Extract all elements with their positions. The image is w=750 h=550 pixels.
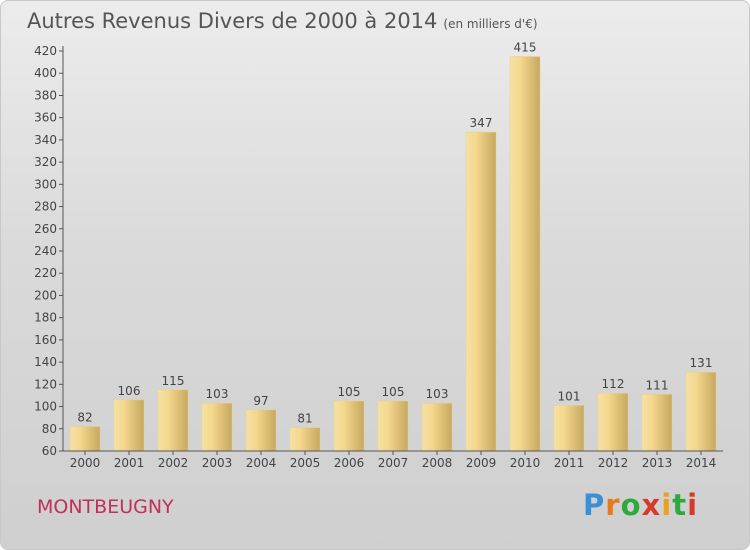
value-label-2009: 347 xyxy=(470,116,493,130)
value-label-2010: 415 xyxy=(514,41,537,55)
value-label-2007: 105 xyxy=(382,385,405,399)
value-label-2001: 106 xyxy=(118,384,141,398)
y-tick-label-340: 340 xyxy=(34,133,57,147)
value-label-2004: 97 xyxy=(253,394,268,408)
bar-2011 xyxy=(553,405,585,452)
y-tick-label-160: 160 xyxy=(34,333,57,347)
category-label-2013: 2013 xyxy=(642,456,673,470)
bar-2000 xyxy=(69,426,101,452)
category-label-2012: 2012 xyxy=(598,456,629,470)
y-tick-label-280: 280 xyxy=(34,200,57,214)
bar-2013 xyxy=(641,394,673,452)
y-tick-label-200: 200 xyxy=(34,288,57,302)
bar-2008 xyxy=(421,402,453,452)
value-label-2006: 105 xyxy=(338,385,361,399)
axes-group: 2000 2001 2002 2003 2004 2005 2006 2007 2008 2009… xyxy=(34,44,723,470)
bar-2006 xyxy=(333,400,365,452)
chart-title-text: Autres Revenus Divers de 2000 à 2014 xyxy=(27,9,438,33)
value-label-2008: 103 xyxy=(426,387,449,401)
bar-2009 xyxy=(465,131,497,452)
y-tick-label-380: 380 xyxy=(34,88,57,102)
value-label-2011: 101 xyxy=(558,389,581,403)
bar-2014 xyxy=(685,371,717,452)
y-tick-label-120: 120 xyxy=(34,377,57,391)
value-label-2005: 81 xyxy=(297,412,312,426)
value-label-2003: 103 xyxy=(206,387,229,401)
category-label-2003: 2003 xyxy=(202,456,233,470)
y-tick-label-180: 180 xyxy=(34,311,57,325)
proxiti-logo: Proxiti xyxy=(583,488,699,522)
category-label-2006: 2006 xyxy=(334,456,365,470)
bar-2002 xyxy=(157,389,189,452)
category-label-2011: 2011 xyxy=(554,456,585,470)
y-tick-label-240: 240 xyxy=(34,244,57,258)
value-label-2013: 111 xyxy=(646,378,669,392)
y-tick-label-260: 260 xyxy=(34,222,57,236)
category-label-2014: 2014 xyxy=(686,456,717,470)
value-label-2012: 112 xyxy=(602,377,625,391)
category-label-2002: 2002 xyxy=(158,456,189,470)
bar-2001 xyxy=(113,399,145,452)
category-label-2001: 2001 xyxy=(114,456,145,470)
category-label-2007: 2007 xyxy=(378,456,409,470)
value-label-2014: 131 xyxy=(690,356,713,370)
bar-2010 xyxy=(509,56,541,452)
bar-2005 xyxy=(289,427,321,452)
y-tick-label-420: 420 xyxy=(34,44,57,58)
chart-subtitle: (en milliers d'€) xyxy=(443,17,538,31)
value-label-2002: 115 xyxy=(162,374,185,388)
y-tick-label-360: 360 xyxy=(34,111,57,125)
category-label-2009: 2009 xyxy=(466,456,497,470)
bar-2012 xyxy=(597,392,629,452)
value-label-2000: 82 xyxy=(77,411,92,425)
y-tick-label-80: 80 xyxy=(42,422,57,436)
y-tick-label-60: 60 xyxy=(42,444,57,458)
chart-title: Autres Revenus Divers de 2000 à 2014 (en … xyxy=(27,9,538,33)
bars-group: 82 106 115 103 97 81 105 105 103 347 415 101 112 111 1… xyxy=(69,41,717,452)
y-tick-label-320: 320 xyxy=(34,155,57,169)
town-name: MONTBEUGNY xyxy=(37,496,174,518)
category-label-2010: 2010 xyxy=(510,456,541,470)
bar-2004 xyxy=(245,409,277,452)
category-label-2005: 2005 xyxy=(290,456,321,470)
y-tick-label-140: 140 xyxy=(34,355,57,369)
y-tick-label-400: 400 xyxy=(34,66,57,80)
y-tick-label-220: 220 xyxy=(34,266,57,280)
bar-2003 xyxy=(201,402,233,452)
category-label-2000: 2000 xyxy=(70,456,101,470)
y-tick-label-100: 100 xyxy=(34,400,57,414)
y-tick-label-300: 300 xyxy=(34,177,57,191)
bar-2007 xyxy=(377,400,409,452)
category-label-2008: 2008 xyxy=(422,456,453,470)
category-label-2004: 2004 xyxy=(246,456,277,470)
